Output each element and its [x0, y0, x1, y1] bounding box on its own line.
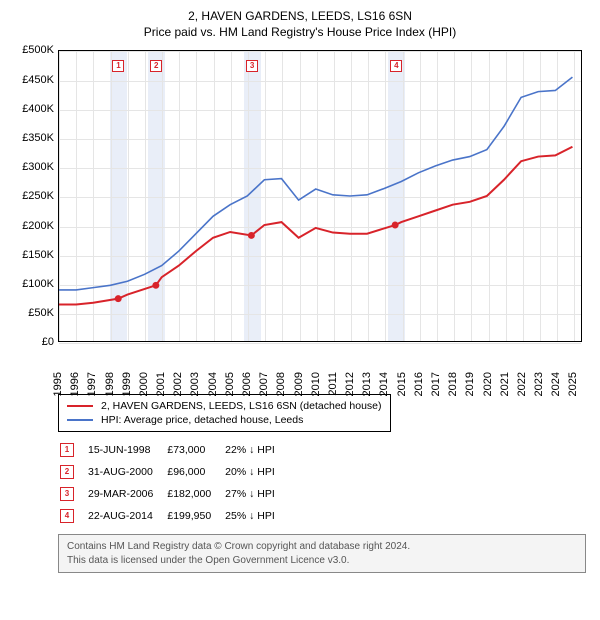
- chart: 1 2 3 4 £0 £50K £100K £150K £200K £250K £300K £350…: [10, 46, 590, 386]
- sale-marker: 4: [390, 60, 402, 72]
- chart-container: 2, HAVEN GARDENS, LEEDS, LS16 6SN Price …: [0, 0, 600, 620]
- x-axis-label: 2025: [567, 372, 579, 396]
- x-axis-label: 2019: [464, 372, 476, 396]
- x-axis-label: 2023: [533, 372, 545, 396]
- x-axis-label: 2003: [189, 372, 201, 396]
- legend-label: 2, HAVEN GARDENS, LEEDS, LS16 6SN (detac…: [101, 400, 382, 412]
- plot-area: 1 2 3 4: [58, 50, 582, 342]
- sale-marker: 1: [112, 60, 124, 72]
- footer-line2: This data is licensed under the Open Gov…: [67, 554, 577, 568]
- legend-swatch: [67, 419, 93, 421]
- series-line: [59, 147, 572, 305]
- y-axis-label: £200K: [10, 220, 54, 232]
- table-row: 4 22-AUG-2014£199,95025% ↓ HPI: [60, 506, 287, 526]
- sale-point: [248, 232, 255, 239]
- sale-badge: 1: [60, 443, 74, 457]
- y-axis-label: £0: [10, 336, 54, 348]
- footer-attribution: Contains HM Land Registry data © Crown c…: [58, 534, 586, 573]
- x-axis-label: 2022: [516, 372, 528, 396]
- sale-badge: 2: [60, 465, 74, 479]
- y-axis-label: £300K: [10, 161, 54, 173]
- table-row: 2 31-AUG-2000£96,00020% ↓ HPI: [60, 462, 287, 482]
- y-axis-label: £500K: [10, 44, 54, 56]
- y-axis-label: £400K: [10, 103, 54, 115]
- y-axis-label: £150K: [10, 249, 54, 261]
- legend-item: HPI: Average price, detached house, Leed…: [67, 413, 382, 427]
- x-axis-label: 2015: [396, 372, 408, 396]
- x-axis-label: 2017: [430, 372, 442, 396]
- x-axis-label: 2024: [550, 372, 562, 396]
- x-axis-label: 1998: [104, 372, 116, 396]
- x-axis-label: 2008: [275, 372, 287, 396]
- y-axis-label: £450K: [10, 74, 54, 86]
- x-axis-label: 1999: [121, 372, 133, 396]
- sale-delta: 27% ↓ HPI: [225, 484, 287, 504]
- x-axis-label: 1996: [69, 372, 81, 396]
- x-axis-label: 1995: [52, 372, 64, 396]
- table-row: 3 29-MAR-2006£182,00027% ↓ HPI: [60, 484, 287, 504]
- sale-point: [392, 222, 399, 229]
- y-axis-label: £50K: [10, 307, 54, 319]
- x-axis-label: 2014: [378, 372, 390, 396]
- x-axis-label: 2006: [241, 372, 253, 396]
- sale-date: 31-AUG-2000: [88, 462, 165, 482]
- x-axis-label: 2020: [482, 372, 494, 396]
- sale-point: [115, 296, 122, 303]
- sale-date: 29-MAR-2006: [88, 484, 165, 504]
- x-axis-label: 2016: [413, 372, 425, 396]
- x-axis-label: 2011: [327, 372, 339, 396]
- legend-swatch: [67, 405, 93, 407]
- sale-price: £182,000: [167, 484, 223, 504]
- legend-item: 2, HAVEN GARDENS, LEEDS, LS16 6SN (detac…: [67, 399, 382, 413]
- sale-delta: 22% ↓ HPI: [225, 440, 287, 460]
- x-axis-label: 2009: [293, 372, 305, 396]
- footer-line1: Contains HM Land Registry data © Crown c…: [67, 540, 577, 554]
- sale-price: £73,000: [167, 440, 223, 460]
- sale-marker: 2: [150, 60, 162, 72]
- sales-table: 1 15-JUN-1998£73,00022% ↓ HPI 2 31-AUG-2000…: [58, 438, 289, 528]
- table-row: 1 15-JUN-1998£73,00022% ↓ HPI: [60, 440, 287, 460]
- sale-price: £199,950: [167, 506, 223, 526]
- sale-date: 22-AUG-2014: [88, 506, 165, 526]
- x-axis-label: 2018: [447, 372, 459, 396]
- x-axis-label: 2000: [138, 372, 150, 396]
- title-address: 2, HAVEN GARDENS, LEEDS, LS16 6SN: [10, 8, 590, 24]
- sale-delta: 20% ↓ HPI: [225, 462, 287, 482]
- x-axis-label: 2005: [224, 372, 236, 396]
- series-line: [59, 77, 572, 290]
- legend: 2, HAVEN GARDENS, LEEDS, LS16 6SN (detac…: [58, 394, 391, 432]
- sale-delta: 25% ↓ HPI: [225, 506, 287, 526]
- x-axis-label: 2007: [258, 372, 270, 396]
- x-axis-label: 2004: [207, 372, 219, 396]
- y-axis-label: £350K: [10, 132, 54, 144]
- x-axis-label: 2021: [499, 372, 511, 396]
- sale-badge: 3: [60, 487, 74, 501]
- sale-marker: 3: [246, 60, 258, 72]
- x-axis-label: 1997: [86, 372, 98, 396]
- legend-label: HPI: Average price, detached house, Leed…: [101, 414, 303, 426]
- sale-badge: 4: [60, 509, 74, 523]
- titles: 2, HAVEN GARDENS, LEEDS, LS16 6SN Price …: [10, 8, 590, 40]
- x-axis-label: 2001: [155, 372, 167, 396]
- sale-date: 15-JUN-1998: [88, 440, 165, 460]
- x-axis-label: 2013: [361, 372, 373, 396]
- title-subtitle: Price paid vs. HM Land Registry's House …: [10, 24, 590, 40]
- sale-price: £96,000: [167, 462, 223, 482]
- x-axis-label: 2010: [310, 372, 322, 396]
- sale-point: [152, 282, 159, 289]
- gridline-h: [59, 343, 581, 344]
- x-axis-label: 2012: [344, 372, 356, 396]
- chart-lines: [59, 51, 581, 341]
- x-axis-label: 2002: [172, 372, 184, 396]
- y-axis-label: £250K: [10, 190, 54, 202]
- y-axis-label: £100K: [10, 278, 54, 290]
